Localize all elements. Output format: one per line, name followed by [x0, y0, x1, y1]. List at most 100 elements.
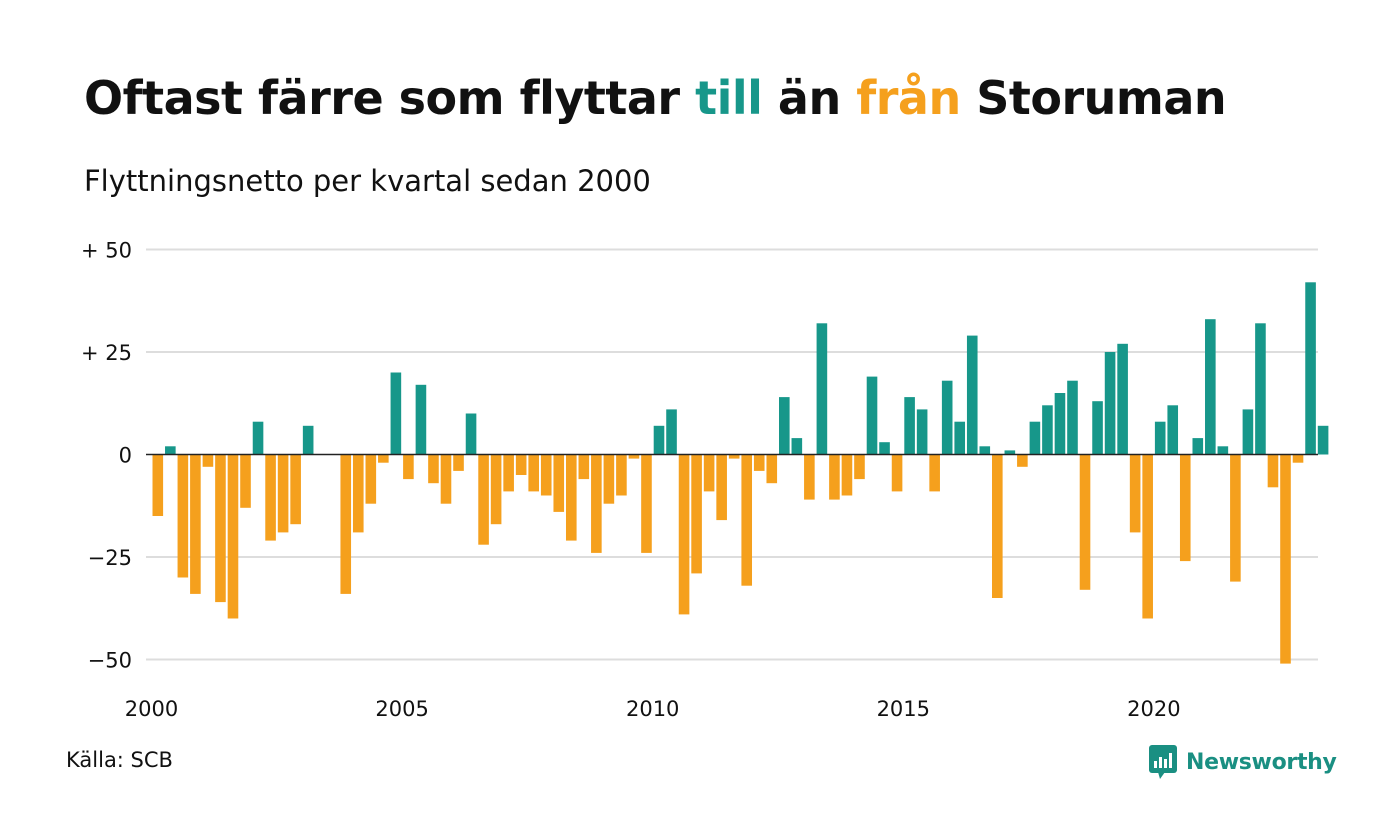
bar	[503, 454, 514, 492]
bar	[1242, 409, 1254, 455]
bar	[240, 454, 251, 508]
bar	[1092, 401, 1103, 455]
y-tick-label: + 50	[81, 239, 132, 263]
title-part-3: Storuman	[960, 71, 1227, 125]
bar	[1154, 421, 1166, 455]
bar	[515, 454, 527, 475]
bar	[378, 454, 389, 463]
bar	[879, 442, 890, 455]
source-note: Källa: SCB	[66, 748, 173, 772]
bar	[929, 454, 940, 492]
bar	[728, 454, 740, 459]
bar	[753, 454, 765, 471]
bar	[440, 454, 452, 504]
bar	[1317, 425, 1329, 455]
bar	[1017, 454, 1028, 467]
bar	[1280, 454, 1291, 664]
bar	[578, 454, 590, 480]
brand-name: Newsworthy	[1186, 749, 1337, 775]
bar	[390, 372, 402, 455]
bar	[1230, 454, 1241, 582]
bar	[277, 454, 289, 533]
bar	[591, 454, 602, 553]
bar	[227, 454, 239, 619]
bar	[428, 454, 439, 484]
x-tick-label: 2005	[375, 697, 428, 721]
chart-bubble-icon	[1149, 745, 1177, 779]
bar	[891, 454, 903, 492]
y-axis-labels: + 50 + 25 0 −25 −50	[81, 239, 132, 673]
bar	[741, 454, 753, 586]
bar	[403, 454, 414, 480]
y-tick-label: −25	[88, 546, 132, 570]
bar	[453, 454, 464, 471]
bar	[841, 454, 853, 496]
bar	[791, 438, 803, 455]
bar	[565, 454, 577, 541]
bar	[490, 454, 502, 525]
bar	[1117, 343, 1128, 455]
bar	[1179, 454, 1191, 562]
bar	[941, 380, 953, 455]
bar	[415, 384, 427, 455]
bar	[1255, 323, 1266, 455]
bar	[340, 454, 352, 594]
x-tick-label: 2015	[877, 697, 930, 721]
bar	[703, 454, 715, 492]
bar	[165, 446, 176, 455]
newsworthy-logo[interactable]: Newsworthy	[1148, 744, 1337, 780]
x-tick-label: 2020	[1127, 697, 1180, 721]
bar	[653, 425, 665, 455]
bar	[1104, 352, 1116, 455]
title-part-2: än	[762, 71, 857, 125]
bar	[1267, 454, 1279, 488]
bar	[1054, 393, 1066, 455]
y-tick-label: + 25	[81, 341, 132, 365]
bar	[202, 454, 214, 467]
bar	[1129, 454, 1141, 533]
bar	[992, 454, 1003, 598]
bar	[1292, 454, 1304, 463]
bar	[553, 454, 565, 512]
title-till: till	[695, 71, 763, 125]
title-part-1: Oftast färre som flyttar	[84, 71, 696, 125]
bar	[616, 454, 627, 496]
bar	[365, 454, 377, 504]
bars	[152, 282, 1329, 664]
bar	[716, 454, 727, 521]
bar	[603, 454, 615, 504]
bar	[691, 454, 702, 574]
bar	[804, 454, 815, 500]
bar	[1167, 405, 1179, 455]
bar	[1067, 380, 1078, 455]
bar	[666, 409, 677, 455]
bar	[766, 454, 778, 484]
x-tick-label: 2000	[125, 697, 178, 721]
bar	[628, 454, 640, 459]
bar	[302, 425, 314, 455]
bar	[290, 454, 301, 525]
bar-chart: + 50 + 25 0 −25 −50 2000 2005 2010 2015 2020	[81, 239, 1329, 721]
bar	[1205, 319, 1216, 455]
bar	[979, 446, 991, 455]
x-axis-labels: 2000 2005 2010 2015 2020	[125, 697, 1181, 721]
bar	[916, 409, 928, 455]
bar	[1042, 405, 1053, 455]
bar	[1217, 446, 1229, 455]
bar	[816, 323, 828, 455]
bar	[1192, 438, 1204, 455]
bar	[465, 413, 477, 455]
bar	[1079, 454, 1091, 590]
title-fran: från	[856, 71, 961, 125]
bar	[152, 454, 164, 516]
bar	[252, 421, 264, 455]
bar	[265, 454, 276, 541]
bar	[854, 454, 865, 480]
bar	[540, 454, 552, 496]
x-tick-label: 2010	[626, 697, 679, 721]
bar	[829, 454, 840, 500]
bar	[177, 454, 189, 578]
bar	[190, 454, 201, 594]
bar	[352, 454, 364, 533]
bar	[1029, 421, 1041, 455]
